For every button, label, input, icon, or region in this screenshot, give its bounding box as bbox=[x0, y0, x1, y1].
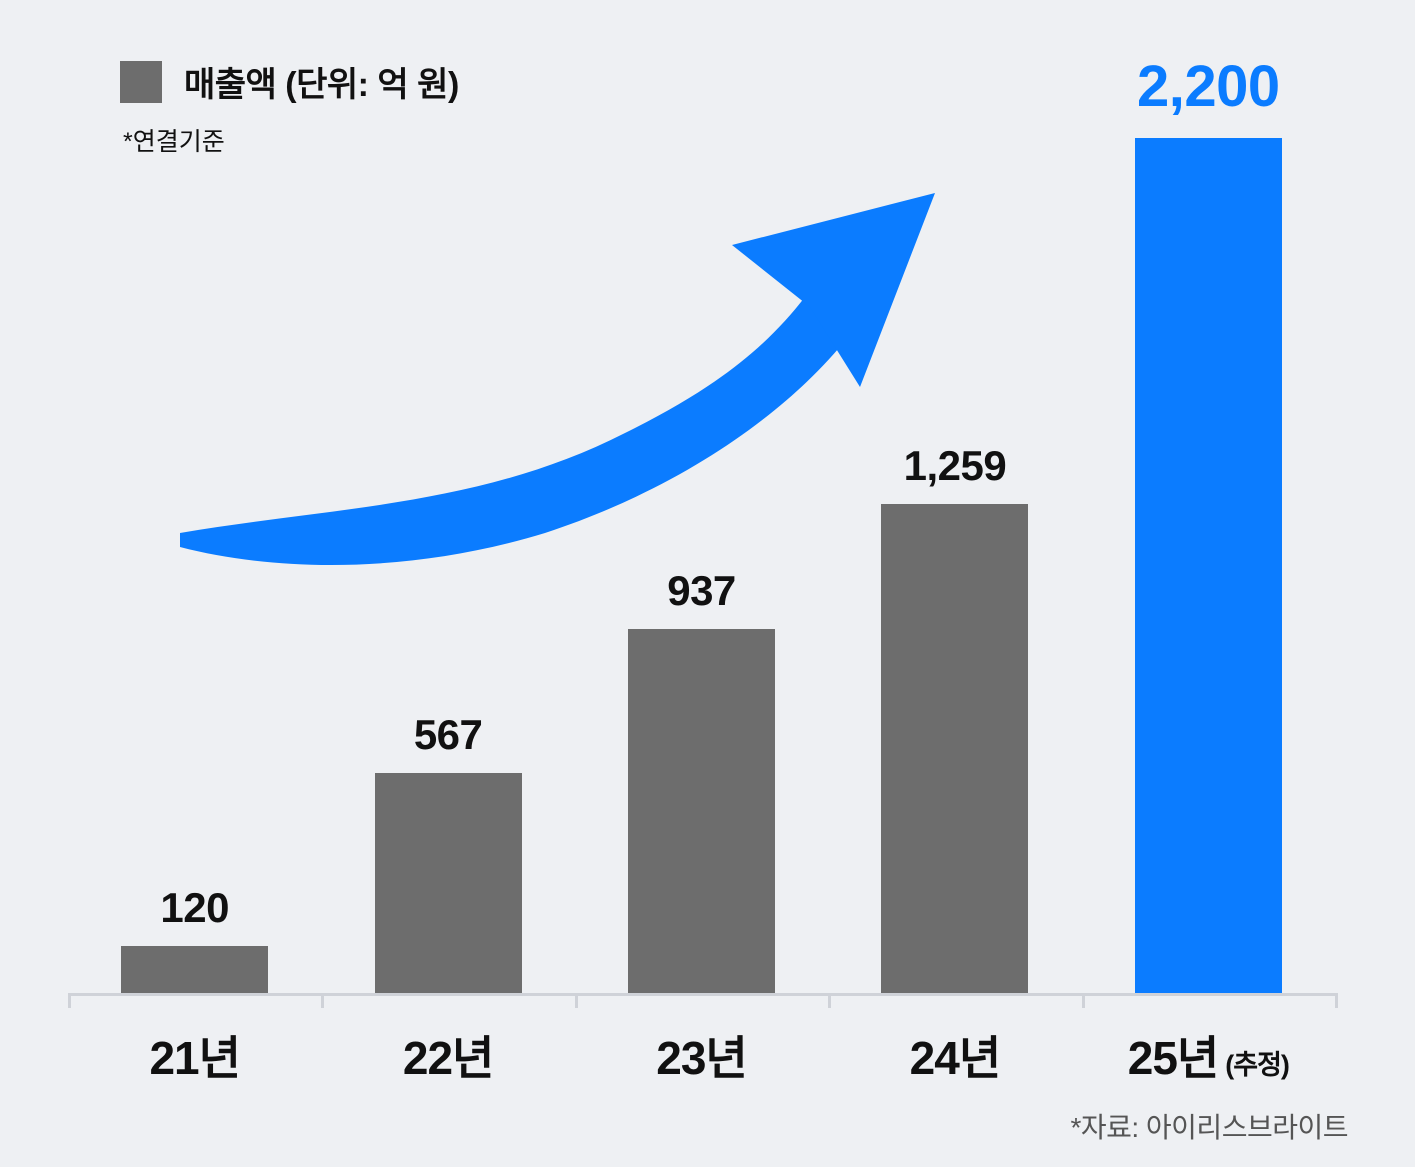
bar bbox=[881, 504, 1029, 993]
bar bbox=[628, 629, 776, 993]
axis-tick bbox=[1335, 993, 1338, 1008]
bar-value-label: 567 bbox=[413, 711, 483, 758]
bar-value-label: 1,259 bbox=[903, 442, 1007, 489]
legend-label: 매출액 (단위: 억 원) bbox=[184, 66, 459, 104]
bar-value-label: 120 bbox=[160, 884, 229, 931]
bar bbox=[374, 773, 522, 993]
growth-arrow-icon bbox=[180, 193, 935, 566]
category-label: 21년 bbox=[149, 1032, 241, 1084]
legend-note: *연결기준 bbox=[123, 128, 225, 156]
bar bbox=[1134, 138, 1282, 993]
axis-tick bbox=[828, 993, 832, 1008]
x-axis-line bbox=[68, 993, 1335, 996]
bar bbox=[121, 946, 269, 993]
category-suffix: (추정) bbox=[1225, 1050, 1290, 1080]
bar-group: 2,200 bbox=[1082, 0, 1335, 993]
axis-tick bbox=[574, 993, 578, 1008]
category-label: 23년 bbox=[656, 1032, 748, 1084]
axis-tick bbox=[321, 993, 325, 1008]
bar-group: 1,259 bbox=[828, 0, 1081, 993]
bar-group: 120 bbox=[68, 0, 321, 993]
category-label: 24년 bbox=[909, 1032, 1002, 1084]
legend-swatch-icon bbox=[120, 60, 162, 103]
growth-arrow-body bbox=[180, 297, 848, 566]
legend: 매출액 (단위: 억 원) bbox=[120, 57, 459, 106]
category-label: 25년 (추정) bbox=[1127, 1032, 1290, 1084]
axis-tick bbox=[68, 993, 71, 1008]
category-label: 22년 bbox=[402, 1032, 495, 1084]
bar-value-label: 937 bbox=[667, 567, 736, 614]
axis-tick bbox=[1081, 993, 1085, 1008]
bar-group: 567 bbox=[321, 0, 574, 993]
category-labels: 21년 22년 23년 24년 25년 (추정) bbox=[68, 1022, 1335, 1088]
bar-group: 937 bbox=[575, 0, 828, 993]
bar-series: 120 567 937 1,259 2,200 bbox=[68, 0, 1335, 993]
growth-arrow-head bbox=[732, 193, 935, 387]
source-note: *자료: 아이리스브라이트 bbox=[1070, 1112, 1348, 1143]
bar-value-label: 2,200 bbox=[1137, 54, 1280, 119]
